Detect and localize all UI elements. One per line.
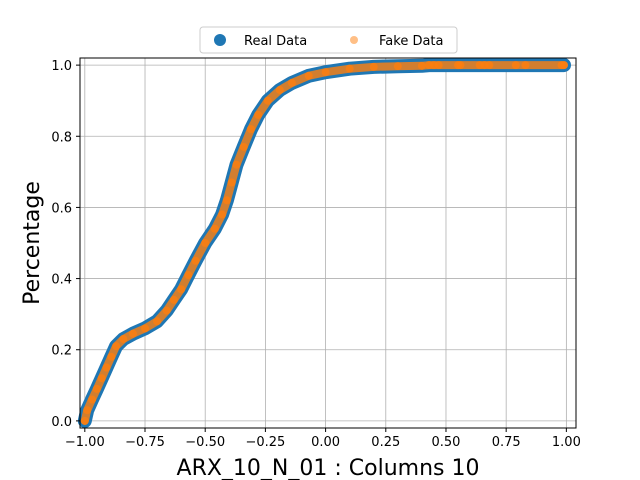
- y-axis-label: Percentage: [20, 181, 45, 305]
- fake-data-point: [128, 329, 137, 338]
- real-data-trace: [77, 58, 571, 428]
- fake-data-point: [184, 271, 193, 280]
- fake-data-point: [434, 61, 443, 70]
- x-tick-label: 1.00: [552, 435, 581, 450]
- grid-lines: [80, 58, 576, 428]
- fake-data-point: [275, 86, 284, 95]
- x-tick-label: −0.75: [125, 435, 165, 450]
- fake-data-point: [97, 374, 106, 383]
- fake-data-point: [485, 61, 494, 70]
- fake-data-point: [263, 96, 272, 105]
- fake-data-point: [218, 210, 227, 219]
- fake-data-point: [141, 324, 150, 333]
- fake-data-point: [246, 125, 255, 134]
- x-tick-label: 0.00: [311, 435, 340, 450]
- fake-data-point: [239, 142, 248, 151]
- legend-fake-label: Fake Data: [379, 34, 444, 49]
- fake-data-point: [201, 239, 210, 247]
- fake-data-point: [112, 342, 121, 351]
- fake-data-point: [232, 160, 241, 169]
- x-tick-label: −0.50: [185, 435, 225, 450]
- fake-data-point: [287, 78, 296, 87]
- x-tick-label: 0.25: [371, 435, 400, 450]
- y-tick-label: 0.6: [51, 201, 72, 216]
- fake-data-point: [169, 295, 178, 304]
- fake-data-point: [456, 61, 465, 70]
- fake-data-point: [92, 384, 101, 393]
- fake-data-point: [102, 363, 111, 372]
- fake-data-point: [210, 224, 219, 233]
- fake-data-point: [191, 256, 200, 265]
- x-axis-label: ARX_10_N_01 : Columns 10: [177, 456, 480, 480]
- y-tick-label: 1.0: [51, 59, 72, 74]
- fake-data-point: [107, 352, 116, 361]
- fake-data-point: [417, 61, 426, 70]
- y-tick-label: 0.0: [51, 415, 72, 430]
- legend-real-label: Real Data: [244, 34, 307, 49]
- fake-data-point: [369, 62, 378, 71]
- x-tick-label: −0.25: [245, 435, 285, 450]
- fake-data-point: [521, 61, 530, 70]
- legend: Real Data Fake Data: [199, 26, 458, 54]
- y-tick-label: 0.4: [51, 273, 72, 288]
- fake-data-trace: [80, 61, 568, 425]
- fake-data-point: [177, 285, 186, 294]
- y-tick-label: 0.8: [51, 130, 72, 145]
- fake-data-point: [227, 178, 236, 187]
- fake-data-point: [254, 110, 263, 119]
- fake-data-point: [80, 416, 89, 425]
- fake-data-point: [88, 395, 97, 404]
- fake-data-point: [119, 335, 128, 344]
- fake-data-point: [83, 406, 92, 415]
- fake-data-point: [162, 306, 171, 315]
- x-tick-label: −1.00: [65, 435, 105, 450]
- fake-data-point: [153, 317, 162, 326]
- x-tick-label: 0.75: [492, 435, 521, 450]
- fake-data-point: [345, 64, 354, 73]
- fake-data-point: [511, 61, 520, 70]
- legend-fake-marker: [350, 36, 358, 44]
- fake-data-point: [304, 71, 313, 80]
- fake-data-point: [393, 62, 402, 71]
- y-tick-label: 0.2: [51, 344, 72, 359]
- axes-frame: [79, 57, 577, 429]
- legend-box: [199, 26, 458, 54]
- axis-ticks: −1.00 −0.75 −0.50 −0.25 0.00 0.25 0.50 0.75 1.00…: [51, 59, 581, 450]
- fake-data-point: [222, 196, 231, 205]
- fake-data-point: [321, 68, 330, 77]
- x-tick-label: 0.50: [432, 435, 461, 450]
- legend-real-marker: [214, 34, 226, 46]
- fake-data-point: [559, 61, 568, 70]
- data-points: [77, 58, 571, 428]
